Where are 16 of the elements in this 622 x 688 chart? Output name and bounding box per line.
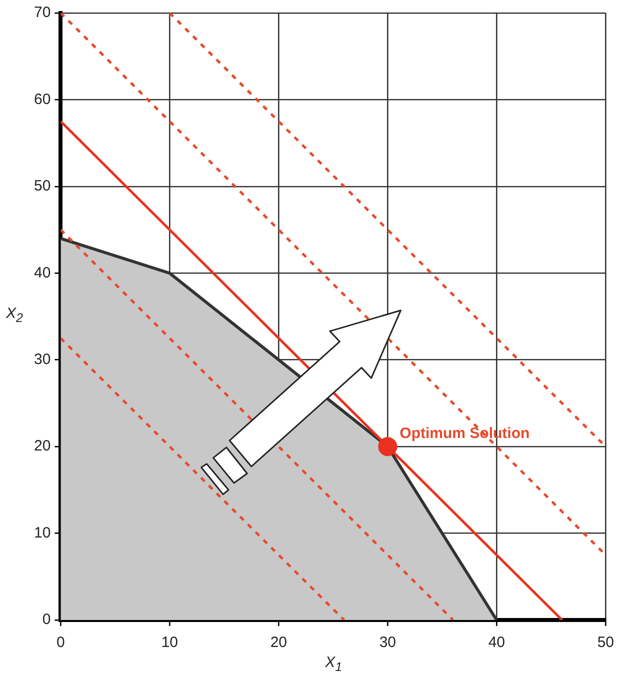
x-axis-title: X$_{1}$ <box>325 654 342 674</box>
x-tick-label: 20 <box>270 634 288 652</box>
x-tick-label: 50 <box>597 634 614 652</box>
y-tick-label: 50 <box>34 178 51 195</box>
x-tick-label: 10 <box>161 634 178 652</box>
x-tick-label: 30 <box>379 634 396 652</box>
y-tick-label: 60 <box>34 90 51 108</box>
y-axis-title: X$_{2}$ <box>6 304 23 324</box>
y-tick-label: 20 <box>34 438 51 455</box>
y-tick-label: 0 <box>42 611 51 628</box>
x-tick-label: 0 <box>56 634 65 652</box>
x-tick-label: 40 <box>488 634 506 652</box>
y-tick-label: 30 <box>34 351 51 368</box>
y-tick-label: 10 <box>34 524 51 542</box>
y-tick-label: 70 <box>34 4 51 22</box>
y-tick-label: 40 <box>34 264 51 282</box>
